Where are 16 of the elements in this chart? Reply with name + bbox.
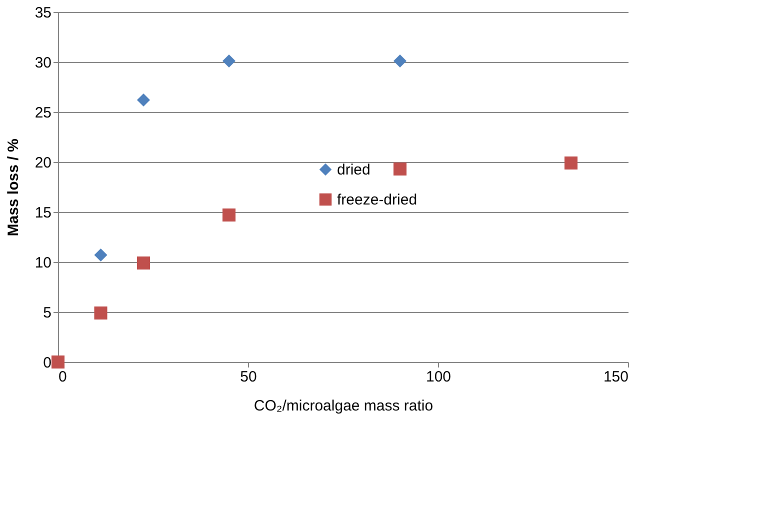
y-tick-label: 15 [34, 204, 52, 222]
x-tick-label: 150 [603, 368, 628, 386]
y-tick-label: 10 [34, 254, 52, 272]
y-tick-label: 35 [34, 4, 52, 22]
x-tick-label: 100 [426, 368, 452, 386]
x-tick-label: 50 [240, 368, 257, 386]
y-axis-title: Mass loss / % [4, 138, 22, 236]
y-tick-label: 25 [34, 104, 52, 122]
legend-label: dried [337, 162, 370, 178]
y-tick-label: 0 [43, 354, 52, 372]
x-tick-label: 0 [58, 368, 67, 386]
y-tick-label: 30 [34, 54, 52, 72]
y-tick-label: 20 [34, 154, 52, 172]
legend-label: freeze-dried [337, 192, 418, 208]
y-tick-label: 5 [43, 304, 52, 322]
x-axis-title: CO₂/microalgae mass ratio [254, 398, 434, 414]
